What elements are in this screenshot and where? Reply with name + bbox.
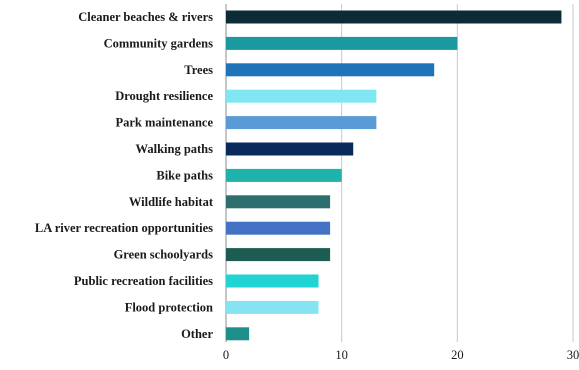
bar-3 <box>226 89 377 103</box>
category-labels: Cleaner beaches & rivers Community garden… <box>35 10 214 341</box>
bar-4 <box>226 116 377 130</box>
bar-10 <box>226 274 319 288</box>
category-label-12: Other <box>181 327 213 341</box>
bar-6 <box>226 168 342 182</box>
x-tick-label-0: 0 <box>223 348 229 362</box>
bar-9 <box>226 248 331 262</box>
category-label-6: Bike paths <box>156 168 213 182</box>
bar-12 <box>226 327 250 341</box>
category-label-7: Wildlife habitat <box>129 195 214 209</box>
category-label-5: Walking paths <box>136 142 214 156</box>
category-label-8: LA river recreation opportunities <box>35 221 213 235</box>
category-label-1: Community gardens <box>104 36 214 50</box>
bar-layer <box>226 10 562 341</box>
bar-1 <box>226 36 458 50</box>
category-label-11: Flood protection <box>125 300 213 314</box>
bar-11 <box>226 300 319 314</box>
category-label-4: Park maintenance <box>115 116 213 130</box>
bar-2 <box>226 63 435 77</box>
x-tick-label-20: 20 <box>451 348 464 362</box>
category-label-10: Public recreation facilities <box>74 274 213 288</box>
bar-5 <box>226 142 354 156</box>
bar-8 <box>226 221 331 235</box>
bar-0 <box>226 10 562 24</box>
category-label-0: Cleaner beaches & rivers <box>78 10 213 24</box>
bar-7 <box>226 195 331 209</box>
category-label-2: Trees <box>184 63 213 77</box>
x-tick-label-10: 10 <box>335 348 348 362</box>
x-tick-label-30: 30 <box>567 348 579 362</box>
x-axis-ticks: 0 10 20 30 <box>223 348 579 362</box>
category-label-3: Drought resilience <box>115 89 213 103</box>
category-label-9: Green schoolyards <box>114 248 214 262</box>
